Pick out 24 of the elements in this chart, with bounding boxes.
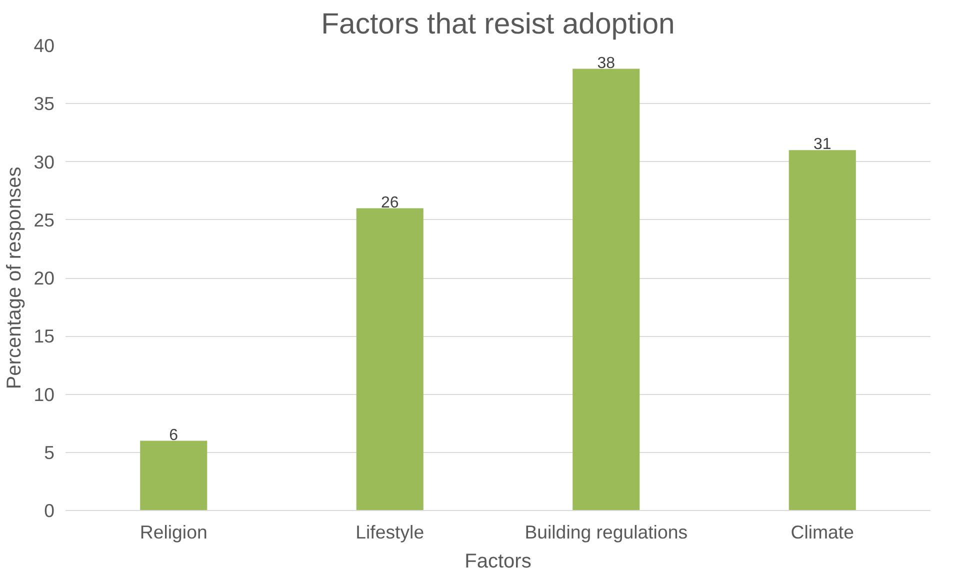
- y-axis-title: Percentage of responses: [4, 166, 26, 390]
- y-tick-label: 25: [34, 209, 55, 230]
- y-tick-label: 35: [34, 93, 55, 114]
- bar: [788, 150, 856, 510]
- y-tick-label: 20: [34, 268, 55, 288]
- y-tick-label: 15: [34, 326, 55, 347]
- data-label: 26: [380, 194, 399, 212]
- y-tick-label: 30: [34, 151, 55, 172]
- y-tick-label: 0: [44, 500, 55, 521]
- y-tick-label: 5: [44, 442, 55, 463]
- data-label: 38: [597, 54, 616, 72]
- bar: [356, 208, 424, 510]
- x-tick-label: Climate: [790, 522, 854, 542]
- data-label: 6: [169, 426, 178, 444]
- bar: [572, 68, 640, 510]
- y-tick-label: 10: [34, 384, 55, 405]
- x-axis-title: Factors: [464, 550, 532, 572]
- x-tick-label: Lifestyle: [356, 522, 424, 542]
- data-label: 31: [813, 136, 832, 154]
- chart-title: Factors that resist adoption: [321, 8, 675, 40]
- x-tick-label: Building regulations: [524, 522, 688, 542]
- x-tick-label: Religion: [140, 522, 208, 542]
- bar: [140, 440, 208, 510]
- y-tick-label: 40: [34, 35, 55, 56]
